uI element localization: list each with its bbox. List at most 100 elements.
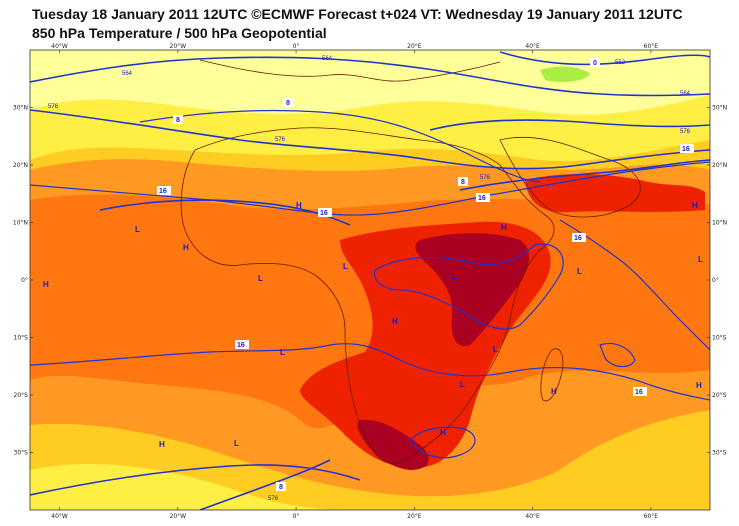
high-marker: H <box>551 387 557 396</box>
svg-text:0: 0 <box>593 60 597 67</box>
pressure-markers: H H H H H H H H H H L L L L L L L L L L <box>43 201 703 449</box>
graticule-ticks: 40°W 40°W 20°W 20°W 0° 0° 20°E 20°E 40°E 40°E 60°E… <box>13 43 727 520</box>
svg-text:16: 16 <box>682 146 690 153</box>
high-marker: H <box>696 381 702 390</box>
low-marker: L <box>698 255 703 264</box>
svg-text:8: 8 <box>461 179 465 186</box>
contour-576-a <box>30 109 710 170</box>
longitude-tick-label: 0° <box>293 513 300 520</box>
high-marker: H <box>183 243 189 252</box>
band-dark-red-south <box>357 419 429 470</box>
latitude-tick-label: 30°N <box>13 105 28 112</box>
isotherm-label: 8 <box>283 98 293 107</box>
geopotential-label: 564 <box>322 56 333 62</box>
low-marker: L <box>493 345 498 354</box>
longitude-tick-label: 20°W <box>170 513 187 520</box>
latitude-tick-label: 10°N <box>13 220 28 227</box>
isotherm-label: 8 <box>276 482 286 491</box>
latitude-tick-label: 30°S <box>14 450 29 457</box>
longitude-tick-label: 60°E <box>644 513 659 520</box>
contour-588-east <box>459 159 710 191</box>
band-green <box>540 66 590 82</box>
geopotential-label: 576 <box>480 175 491 181</box>
isotherm-label: 16 <box>235 340 249 349</box>
geopotential-label: 576 <box>275 137 286 143</box>
latitude-tick-label: 20°N <box>13 162 28 169</box>
temperature-labels: 8 8 16 16 16 16 8 16 16 16 8 0 <box>157 58 694 491</box>
longitude-tick-label: 40°E <box>525 513 540 520</box>
longitude-tick-label: 20°E <box>407 513 422 520</box>
geopotential-label: 564 <box>680 91 691 97</box>
latitude-tick-label: 10°S <box>14 335 29 342</box>
latitude-tick-label: 20°N <box>712 162 727 169</box>
contour-552 <box>499 51 710 66</box>
high-marker: H <box>692 201 698 210</box>
isotherm-16-south <box>30 343 710 401</box>
geopotential-label: 564 <box>122 71 133 77</box>
svg-text:8: 8 <box>176 117 180 124</box>
latitude-tick-label: 0° <box>712 277 719 284</box>
latitude-tick-label: 30°S <box>712 450 727 457</box>
svg-text:8: 8 <box>279 484 283 491</box>
isotherm-label: 16 <box>476 193 490 202</box>
isotherm-label: 0 <box>590 58 600 67</box>
band-red-arabia <box>525 174 705 213</box>
low-marker: L <box>460 380 465 389</box>
geopotential-label: 576 <box>268 496 279 502</box>
band-yellow-north <box>30 95 710 161</box>
low-marker: L <box>452 272 457 281</box>
longitude-tick-label: 40°E <box>525 43 540 50</box>
low-marker: L <box>280 348 285 357</box>
high-marker: H <box>43 280 49 289</box>
longitude-tick-label: 40°W <box>51 513 68 520</box>
latitude-tick-label: 10°N <box>712 220 727 227</box>
arabia-coast <box>499 136 641 218</box>
high-marker: H <box>501 223 507 232</box>
longitude-tick-label: 20°E <box>407 43 422 50</box>
svg-text:16: 16 <box>635 389 643 396</box>
low-marker: L <box>135 225 140 234</box>
svg-text:16: 16 <box>159 188 167 195</box>
band-yellow-south <box>30 464 360 510</box>
low-marker: L <box>258 274 263 283</box>
band-pale-yellow <box>30 50 710 115</box>
high-marker: H <box>392 317 398 326</box>
map-subtitle: 850 hPa Temperature / 500 hPa Geopotenti… <box>32 25 327 41</box>
band-dark-red-east <box>415 233 530 346</box>
map-title: Tuesday 18 January 2011 12UTC ©ECMWF For… <box>32 6 683 22</box>
geopotential-label: 576 <box>48 104 59 110</box>
madagascar-coast <box>540 348 564 402</box>
contour-south-a <box>30 464 361 496</box>
geopotential-labels: 564 576 564 576 576 564 576 552 576 <box>48 56 691 502</box>
isotherm-label: 16 <box>572 233 586 242</box>
latitude-tick-label: 10°S <box>712 335 727 342</box>
isotherm-label: 8 <box>458 177 468 186</box>
high-marker: H <box>159 440 165 449</box>
svg-text:8: 8 <box>286 100 290 107</box>
svg-text:16: 16 <box>574 235 582 242</box>
contour-south-b <box>199 459 331 510</box>
isotherm-label: 16 <box>157 186 171 195</box>
isotherm-label: 8 <box>173 115 183 124</box>
isotherm-16-north <box>30 161 710 216</box>
latitude-tick-label: 20°S <box>712 392 727 399</box>
isotherm-16-east <box>559 219 710 351</box>
longitude-tick-label: 60°E <box>644 43 659 50</box>
svg-text:16: 16 <box>237 342 245 349</box>
high-marker: H <box>296 201 302 210</box>
geopotential-label: 552 <box>615 60 626 66</box>
svg-text:16: 16 <box>478 195 486 202</box>
isotherm-8-north <box>139 109 541 183</box>
temperature-contours <box>30 109 710 459</box>
latitude-tick-label: 0° <box>21 277 28 284</box>
svg-text:16: 16 <box>320 210 328 217</box>
isotherm-label: 16 <box>633 387 647 396</box>
low-marker: L <box>577 267 582 276</box>
isotherm-label: 16 <box>680 144 694 153</box>
geopotential-label: 576 <box>680 129 691 135</box>
isotherm-16-central <box>374 243 564 330</box>
isotherm-16-cape <box>409 426 476 459</box>
latitude-tick-label: 30°N <box>712 105 727 112</box>
longitude-tick-label: 40°W <box>51 43 68 50</box>
